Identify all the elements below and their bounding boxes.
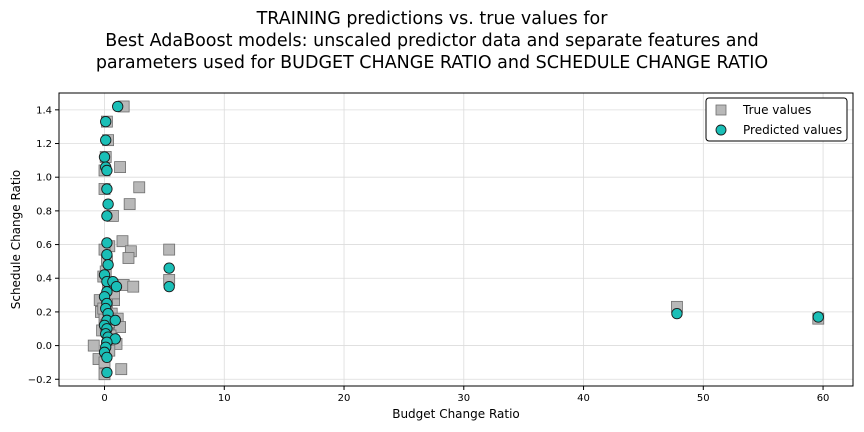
- y-tick-label: 1.4: [36, 105, 52, 116]
- true-value-point: [114, 161, 126, 173]
- y-tick-label: 0.2: [36, 307, 52, 318]
- chart-title-line-3: parameters used for BUDGET CHANGE RATIO …: [95, 53, 769, 73]
- predicted-value-point: [98, 151, 111, 163]
- legend-frame: [705, 97, 848, 142]
- predicted-value-point: [112, 100, 124, 113]
- predicted-value-point: [101, 366, 113, 379]
- true-value-point: [115, 363, 128, 376]
- predicted-value-point: [110, 280, 123, 293]
- predicted-value-point: [100, 134, 112, 146]
- true-value-point: [163, 243, 176, 256]
- true-values-series: [87, 100, 825, 381]
- true-value-point: [127, 280, 140, 293]
- legend-predicted-values-marker: [715, 124, 727, 136]
- x-tick-label: 0: [101, 393, 107, 404]
- x-tick-label: 10: [218, 393, 231, 404]
- plot-area-frame: [58, 92, 854, 387]
- y-axis-label: Schedule Change Ratio: [9, 170, 23, 310]
- true-value-point: [116, 235, 129, 248]
- predicted-value-point: [101, 351, 113, 364]
- predicted-value-point: [101, 237, 113, 249]
- predicted-value-point: [101, 164, 113, 177]
- predicted-value-point: [109, 314, 121, 326]
- x-tick-label: 30: [457, 393, 470, 404]
- y-tick-label: −0.2: [28, 375, 52, 386]
- y-tick-label: 1.0: [36, 173, 52, 184]
- predicted-values-series: [98, 100, 824, 379]
- x-tick-label: 60: [817, 393, 830, 404]
- predicted-value-point: [163, 280, 175, 293]
- true-value-point: [123, 198, 136, 211]
- axis-ticks: 0 10 20 30 40 50 60 −0.2 0.0 0.2 0.4 0.6 0.8 1.0 1.2 1.…: [28, 105, 830, 404]
- predicted-value-point: [163, 262, 175, 274]
- true-value-point: [133, 181, 146, 194]
- y-tick-label: 0.6: [36, 240, 52, 251]
- predicted-value-point: [101, 249, 113, 261]
- chart-title-line-1: TRAINING predictions vs. true values for: [256, 9, 608, 29]
- legend-true-values-marker: [715, 104, 727, 116]
- y-tick-label: 0.0: [36, 341, 52, 352]
- y-tick-label: 0.8: [36, 206, 52, 217]
- true-value-point: [122, 252, 135, 264]
- predicted-value-point: [101, 183, 113, 195]
- predicted-value-point: [812, 311, 824, 323]
- legend-true-values-label: True values: [742, 103, 811, 117]
- predicted-value-point: [101, 210, 113, 222]
- x-tick-label: 20: [338, 393, 351, 404]
- x-axis-label: Budget Change Ratio: [392, 407, 520, 421]
- legend-predicted-values-label: Predicted values: [743, 123, 842, 137]
- legend: True values Predicted values: [705, 97, 848, 142]
- predicted-value-point: [671, 307, 683, 320]
- predicted-value-point: [100, 115, 112, 128]
- true-value-point: [87, 339, 100, 352]
- predicted-value-point: [102, 198, 114, 210]
- y-tick-label: 1.2: [36, 139, 52, 150]
- y-tick-label: 0.4: [36, 274, 52, 285]
- predicted-value-point: [102, 259, 114, 271]
- chart-title-line-2: Best AdaBoost models: unscaled predictor…: [105, 31, 759, 51]
- x-tick-label: 40: [577, 393, 590, 404]
- x-tick-label: 50: [697, 393, 710, 404]
